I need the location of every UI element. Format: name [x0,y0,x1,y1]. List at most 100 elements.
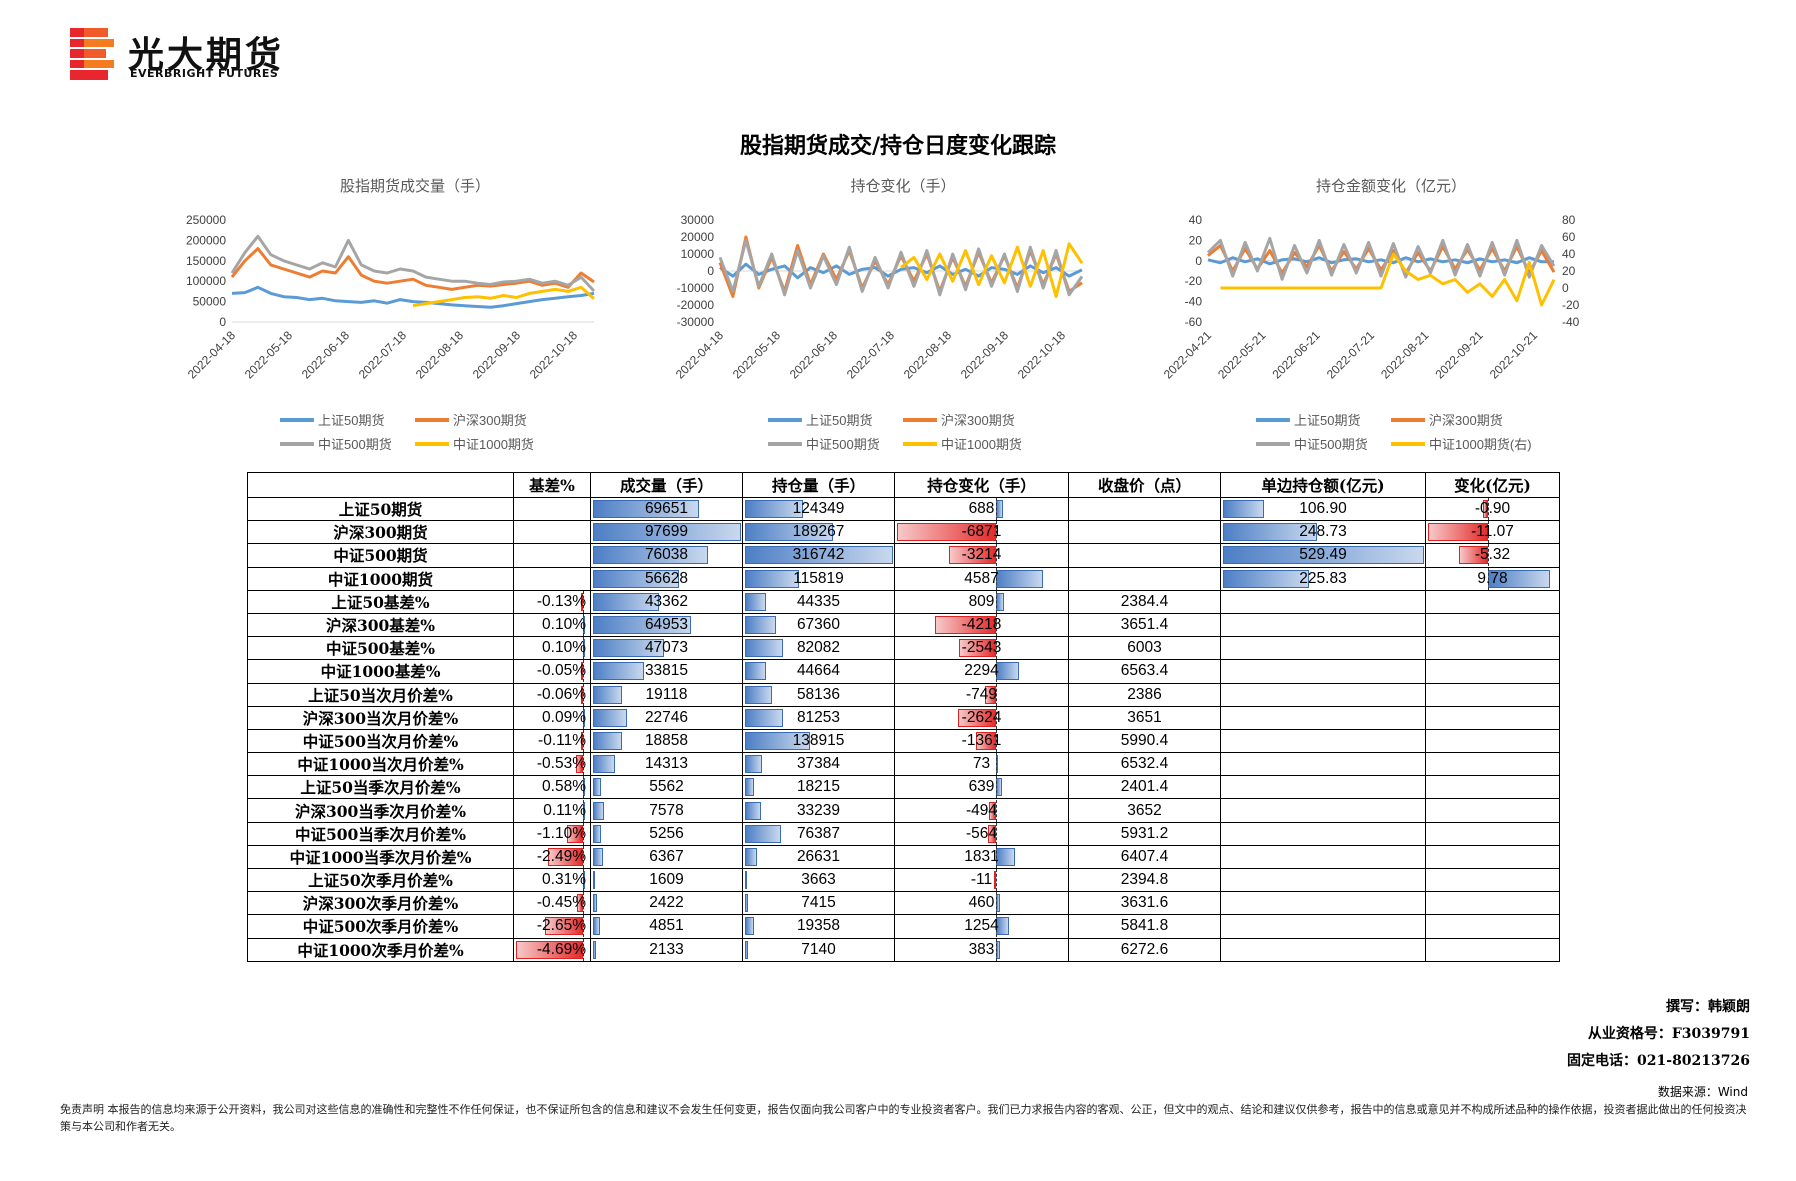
open-interest-cell: 7140 [742,937,895,962]
bar-axis-line [583,706,585,729]
volume-cell: 19118 [590,682,743,707]
data-bar [593,616,692,635]
bar-axis-line [1487,544,1489,567]
futures-table: 基差% 成交量（手） 持仓量（手） 持仓变化（手） 收盘价（点） 单边持仓额(亿… [247,472,1560,962]
data-bar [745,871,747,890]
chart-title: 持仓金额变化（亿元） [1316,178,1466,195]
close-cell: 6407.4 [1068,844,1221,870]
data-bar [745,592,766,611]
amount-cell: 529.49 [1220,543,1426,568]
close-cell-value: 5841.8 [1120,917,1169,935]
data-bar [516,940,584,959]
volume-chart: 股指期货成交量（手） 250000 200000 150000 100000 50000 0… [185,177,596,452]
y2-tick-label: 80 [1562,213,1576,227]
volume-cell-content: 22746 [591,707,742,729]
volume-cell-value: 33815 [644,662,689,680]
basis-cell-content: -0.06% [514,683,590,706]
amount-cell [1220,775,1426,800]
amount-change-cell-content: 9.78 [1426,567,1559,590]
close-cell-value: 2401.4 [1120,778,1169,796]
table-row: 中证500次季月价差% -2.65% 4851 19358 1254 5841.8 [247,914,1560,939]
volume-cell: 1609 [590,867,743,893]
oi-change-cell-value: -494 [965,801,998,819]
oi-change-cell-value: -2624 [961,708,1002,726]
open-interest-cell-value: 7415 [801,894,836,912]
bar-axis-line [583,637,585,660]
basis-cell-content: -2.65% [514,915,590,938]
open-interest-cell-content: 3663 [743,869,894,891]
header-amount-change: 变化(亿元) [1425,472,1560,498]
row-label: 中证500基差% [247,636,514,661]
series-line [231,285,595,309]
basis-cell: -0.13% [513,589,591,614]
y2-tick-label: -40 [1562,315,1580,329]
header-open-interest: 持仓量（手） [742,472,895,498]
amount-cell-content [1221,892,1425,914]
open-interest-cell: 19358 [742,914,895,939]
basis-cell-value: 0.31% [542,871,586,889]
amount-change-cell: -5.32 [1425,543,1560,568]
basis-cell-content: 0.10% [514,614,590,637]
close-cell-content [1069,544,1220,566]
volume-cell: 43362 [590,589,743,614]
basis-cell-value: -2.65% [536,917,586,935]
open-interest-cell-content: 44664 [743,660,894,682]
oi-change-cell-value: -749 [965,685,998,703]
amount-cell-content [1221,707,1425,729]
y-tick-label: 30000 [681,213,715,227]
amount-cell [1220,705,1426,730]
open-interest-cell: 44664 [742,659,895,684]
close-cell-content: 5841.8 [1069,915,1220,937]
y2-tick-label: 0 [1562,281,1569,295]
data-bar [593,639,665,658]
oi-change-cell: -4218 [894,612,1069,638]
data-bar [593,917,601,936]
basis-cell: -1.10% [513,821,591,846]
close-cell-content [1069,521,1220,543]
amount-change-cell-value: -5.32 [1474,546,1511,564]
open-interest-cell: 316742 [742,543,895,568]
row-label: 中证1000基差% [247,659,514,684]
bar-axis-line [583,753,585,776]
volume-cell: 5562 [590,775,743,800]
close-cell-content: 2384.4 [1069,591,1220,613]
data-bar [745,731,810,750]
amount-change-cell-content [1426,614,1559,636]
open-interest-cell-content: 33239 [743,800,894,822]
row-label: 沪深300次季月价差% [247,891,514,916]
volume-cell: 2133 [590,937,743,962]
y2-tick-label: -20 [1562,298,1580,312]
open-interest-cell-content: 19358 [743,915,894,937]
volume-cell: 76038 [590,543,743,568]
y-tick-label: 10000 [681,247,715,261]
close-cell-value: 3651.4 [1120,616,1169,634]
table-row: 中证1000当次月价差% -0.53% 14313 37384 73 6532.4 [247,752,1560,777]
basis-cell-content: 0.11% [514,799,590,822]
amount-cell-content [1221,869,1425,891]
close-cell: 5990.4 [1068,728,1221,754]
open-interest-cell-content: 58136 [743,684,894,706]
open-interest-cell-value: 138915 [792,731,845,749]
basis-cell: 0.09% [513,705,591,730]
x-tick-label: 2022-06-21 [1269,328,1323,382]
header-basis: 基差% [513,472,591,498]
data-bar [593,755,615,774]
oi-change-cell: 460 [894,891,1069,916]
basis-cell-value: 0.58% [542,778,586,796]
close-cell [1068,496,1221,522]
basis-cell-content [514,568,590,590]
amount-change-cell-value: 9.78 [1477,569,1508,587]
basis-cell [513,566,591,591]
bar-axis-line [995,822,997,845]
data-bar [593,778,602,797]
header-close: 收盘价（点） [1068,472,1221,498]
x-tick-label: 2022-08-18 [901,328,955,382]
bar-axis-line [995,590,997,613]
oi-change-cell: 4587 [894,566,1069,591]
oi-change-cell: -2624 [894,705,1069,730]
y-tick-label: 0 [219,315,226,329]
oi-change-cell-value: -1361 [961,731,1002,749]
data-bar [593,592,659,611]
legend-label: 上证50期货 [1294,413,1360,428]
basis-cell-content: -0.05% [514,660,590,683]
